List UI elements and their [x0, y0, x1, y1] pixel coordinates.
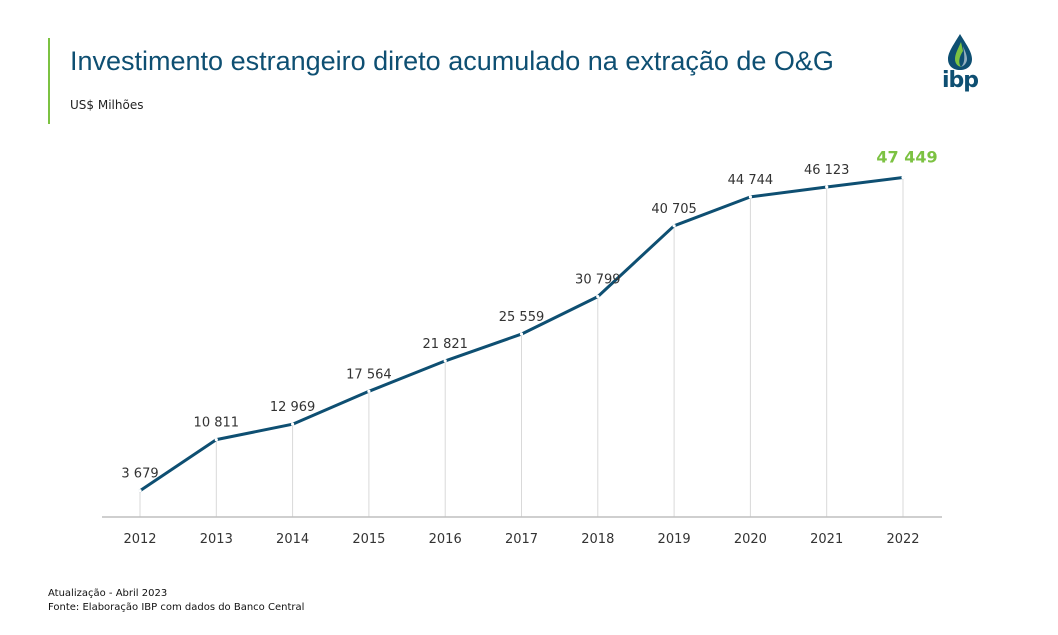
unit-label: US$ Milhões [70, 98, 144, 112]
data-point [596, 295, 600, 299]
x-tick-label: 2014 [276, 532, 309, 547]
data-label: 3 679 [121, 467, 158, 482]
data-label: 46 123 [804, 163, 850, 178]
data-label: 21 821 [422, 337, 468, 352]
x-tick-label: 2012 [123, 532, 156, 547]
data-point [519, 332, 524, 336]
data-point [291, 422, 295, 426]
grid-layer [139, 177, 904, 517]
logo-text: ibp [941, 68, 979, 93]
x-tick-label: 2017 [505, 532, 538, 547]
data-label: 25 559 [499, 310, 545, 325]
update-note: Atualização - Abril 2023 [48, 588, 168, 599]
data-point [901, 175, 905, 180]
ibp-logo: ibp [930, 32, 990, 94]
x-tick-label: 2020 [734, 532, 767, 547]
x-tick-label: 2019 [658, 532, 691, 547]
data-point [748, 195, 753, 199]
data-point [138, 489, 142, 493]
x-tick-label: 2022 [886, 532, 919, 547]
data-label: 17 564 [346, 367, 392, 382]
x-tick-label: 2015 [352, 532, 385, 547]
line-layer [138, 175, 905, 493]
x-tick-label: 2021 [810, 532, 843, 547]
data-label: 47 449 [876, 148, 937, 167]
x-tick-label: 2016 [429, 532, 462, 547]
data-point [214, 438, 218, 442]
data-point [672, 224, 676, 228]
title-accent-bar [48, 38, 50, 124]
drop-icon [948, 34, 972, 70]
x-tick-label: 2013 [200, 532, 233, 547]
source-note: Fonte: Elaboração IBP com dados do Banco… [48, 602, 305, 613]
data-label: 12 969 [270, 400, 316, 415]
data-label: 44 744 [728, 173, 774, 188]
x-tick-label: 2018 [581, 532, 614, 547]
data-label: 40 705 [651, 202, 697, 217]
data-label: 10 811 [194, 416, 240, 431]
data-point [825, 185, 829, 189]
label-layer: 3 679 10 811 12 969 17 564 21 821 25 559 30 79… [121, 148, 937, 482]
data-point [443, 359, 447, 363]
data-point [367, 389, 371, 393]
data-label: 30 799 [575, 273, 621, 288]
axis-layer: 2012 2013 2014 2015 2016 2017 2018 2019 2020 2021… [102, 516, 942, 547]
chart-title: Investimento estrangeiro direto acumulad… [70, 46, 834, 76]
